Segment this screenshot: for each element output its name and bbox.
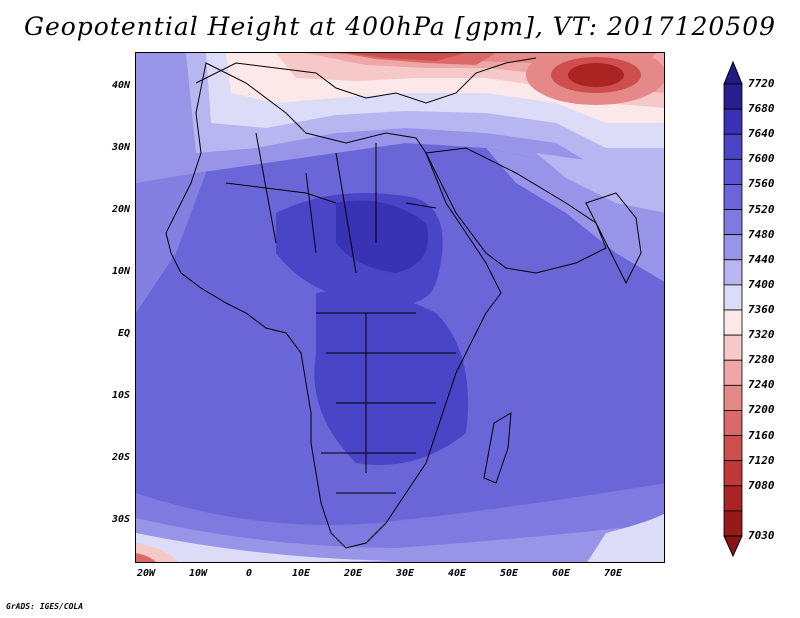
colorbar-swatch [723,184,743,210]
colorbar-label: 7480 [748,227,775,241]
lat-label-eq: EQ [117,328,130,339]
colorbar-label: 7600 [748,152,775,166]
lon-label-50e: 50E [499,568,519,579]
lat-label-40n: 40N [111,80,130,91]
colorbar-swatch [723,359,743,386]
colorbar-label: 7320 [748,328,775,342]
colorbar-swatch [723,510,743,537]
field-south-7200 [136,553,157,562]
india-coast [585,192,642,285]
lon-label-10w: 10W [188,568,208,579]
colorbar-swatch [723,384,743,411]
colorbar-label: 7360 [748,303,775,316]
africa-coast [165,62,502,549]
colorbar-label: 7120 [748,453,775,467]
plot-title: Geopotential Height at 400hPa [gpm], VT:… [23,12,777,41]
lon-label-70e: 70E [603,568,623,579]
colorbar-label: 7680 [748,102,775,116]
colorbar-swatch [723,158,743,185]
lat-label-20n: 20N [111,204,130,215]
colorbar-swatch [723,259,743,286]
lon-label-20e: 20E [343,568,363,579]
colorbar-label: 7720 [748,77,775,90]
colorbar-label: 7160 [748,428,775,442]
colorbar-swatch [723,435,743,462]
colorbar-label: 7030 [748,529,775,542]
field-south-7400 [136,533,396,562]
colorbar-swatch [723,485,743,512]
colorbar-label: 7240 [748,378,775,392]
lat-label-10n: 10N [111,266,130,277]
colorbar-swatch [723,309,743,336]
lon-label-20w: 20W [136,568,156,579]
colorbar-label: 7520 [748,202,775,216]
colorbar-swatch [723,334,743,361]
lon-label-10e: 10E [291,568,311,579]
country-borders [225,132,456,494]
colorbar-label: 7440 [748,252,775,266]
arabia-coast [425,147,607,274]
lon-label-40e: 40E [447,568,467,579]
lon-label-0: 0 [245,568,253,579]
colorbar-swatch [723,83,743,110]
lon-label-60e: 60E [551,568,571,579]
colorbar-label: 7640 [748,127,775,141]
colorbar-label: 7200 [748,403,775,417]
lat-label-30n: 30N [111,142,130,153]
colorbar-swatch [723,108,743,135]
colorbar-swatch [723,284,743,311]
colorbar-bottom-arrow [723,535,743,558]
field-tropical-high-2 [314,290,468,465]
europe-coast [195,57,537,104]
field-se-light [587,513,664,562]
colorbar-top-arrow [723,60,743,85]
colorbar-swatch [723,133,743,160]
madagascar-coast [483,412,512,484]
colorbar-swatch [723,209,743,236]
field-tropical-high-core [336,200,428,273]
coastlines [165,57,642,549]
colorbar-label: 7080 [748,478,775,492]
colorbar-swatch [723,410,743,436]
map-plot-area [135,52,665,563]
field-east-low-3 [568,63,624,87]
colorbar-label: 7400 [748,277,775,291]
height-field-map [136,53,664,562]
lat-label-10s: 10S [111,390,130,401]
lat-label-30s: 30S [111,514,130,525]
field-south-7480 [136,518,664,562]
lon-label-30e: 30E [395,568,415,579]
colorbar-swatch [723,460,743,487]
lat-label-20s: 20S [111,452,130,463]
colorbar-label: 7560 [748,177,775,191]
field-arabia-light [536,153,664,213]
field-band-7160 [346,53,466,61]
grads-credit: GrADS: IGES/COLA [6,602,84,611]
colorbar-swatch [723,234,743,261]
colorbar-label: 7280 [748,353,775,367]
